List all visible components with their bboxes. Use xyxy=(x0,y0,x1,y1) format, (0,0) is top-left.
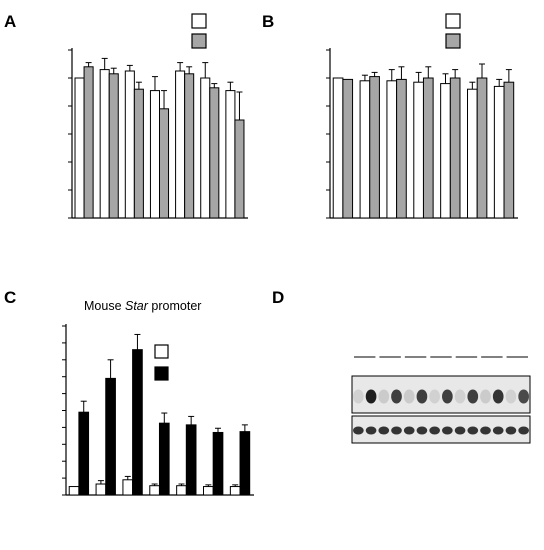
blot-band xyxy=(403,389,415,404)
chart-c-bar-ctl xyxy=(176,485,187,496)
chart-c xyxy=(62,324,254,496)
chart-b-bar-hcg xyxy=(342,78,354,219)
chart-c-bar-8br-camp xyxy=(105,377,116,496)
chart-b-bar-ctl xyxy=(332,77,344,219)
chart-a-bar-hcg xyxy=(108,73,119,219)
blot-band xyxy=(467,426,479,435)
panel-c-title-italic: Star xyxy=(125,299,149,313)
western-blot xyxy=(351,356,531,444)
blot-band xyxy=(505,426,517,435)
chart-b-bar-hcg xyxy=(422,77,434,219)
chart-a-bar-ctl xyxy=(99,69,110,219)
blot-band xyxy=(378,426,390,435)
blot-band xyxy=(518,426,529,435)
blot-band xyxy=(505,389,517,404)
chart-b-bar-hcg xyxy=(476,77,488,219)
chart-b-bar-ctl xyxy=(440,83,451,219)
chart-b-bar-hcg xyxy=(449,77,461,219)
chart-a-bar-ctl xyxy=(200,77,211,219)
panel-c-title-suffix: promoter xyxy=(148,299,202,313)
chart-c-bar-8br-camp xyxy=(158,422,170,496)
blot-band xyxy=(429,426,440,435)
blot-band xyxy=(391,389,402,404)
chart-a xyxy=(68,13,248,219)
chart-a-bar-hcg xyxy=(184,73,195,219)
chart-a-bar-hcg xyxy=(234,119,245,219)
chart-c-bar-ctl xyxy=(68,486,80,496)
chart-b-bar-hcg xyxy=(503,81,515,219)
blot-band xyxy=(416,389,428,404)
chart-b-bar-ctl xyxy=(493,85,505,219)
chart-c-bar-ctl xyxy=(95,483,107,496)
chart-c-bar-ctl xyxy=(122,479,134,496)
chart-c-legend-swatch xyxy=(154,344,169,359)
chart-a-bar-ctl xyxy=(225,90,236,219)
blot-band xyxy=(480,389,491,404)
chart-b-legend-swatch xyxy=(445,13,461,29)
blot-band xyxy=(391,426,402,435)
blot-band xyxy=(442,389,453,404)
chart-a-bar-ctl xyxy=(175,70,186,219)
chart-a-bar-hcg xyxy=(209,87,220,219)
blot-band xyxy=(353,426,364,435)
chart-c-legend-swatch xyxy=(154,366,169,381)
chart-b-bar-ctl xyxy=(386,80,398,219)
chart-c-bar-8br-camp xyxy=(185,424,197,496)
panel-c-title: Mouse Star promoter xyxy=(84,299,201,313)
panel-letter-c: C xyxy=(4,288,16,307)
chart-b-bar-ctl xyxy=(467,88,478,219)
panel-letter-d: D xyxy=(272,288,284,307)
panel-letter-b: B xyxy=(262,12,274,31)
blot-band xyxy=(365,389,377,404)
chart-c-bar-8br-camp xyxy=(239,431,251,496)
blot-band xyxy=(480,426,491,435)
blot-band xyxy=(454,389,466,404)
chart-b-bar-ctl xyxy=(413,81,424,219)
blot-band xyxy=(403,426,415,435)
chart-c-bar-8br-camp xyxy=(78,411,90,496)
chart-a-bar-ctl xyxy=(74,77,85,219)
blot-band xyxy=(378,389,390,404)
chart-a-bar-hcg xyxy=(158,108,170,219)
panel-letter-a: A xyxy=(4,12,16,31)
chart-b xyxy=(326,13,518,219)
chart-c-bar-ctl xyxy=(203,486,214,496)
chart-b-bar-ctl xyxy=(359,80,371,219)
chart-c-bar-8br-camp xyxy=(132,349,143,496)
chart-a-bar-ctl xyxy=(124,70,135,219)
blot-band xyxy=(518,389,529,404)
blot-band xyxy=(416,426,428,435)
chart-a-bar-hcg xyxy=(133,88,144,219)
blot-band xyxy=(467,389,479,404)
chart-b-legend-swatch xyxy=(445,33,461,49)
chart-a-bar-hcg xyxy=(83,66,94,219)
chart-c-bar-8br-camp xyxy=(212,431,224,496)
blot-band xyxy=(429,389,440,404)
blot-band xyxy=(454,426,466,435)
blot-band xyxy=(492,426,504,435)
chart-c-bar-ctl xyxy=(149,485,160,496)
chart-b-bar-hcg xyxy=(396,78,407,219)
blot-band xyxy=(492,389,504,404)
chart-c-bar-ctl xyxy=(229,486,241,496)
panel-c-title-prefix: Mouse xyxy=(84,299,125,313)
chart-a-legend-swatch xyxy=(191,33,207,49)
chart-a-legend-swatch xyxy=(191,13,207,29)
chart-a-bar-ctl xyxy=(149,90,160,219)
blot-band xyxy=(353,389,364,404)
chart-b-bar-hcg xyxy=(369,76,380,219)
blot-band xyxy=(442,426,453,435)
blot-band xyxy=(365,426,377,435)
